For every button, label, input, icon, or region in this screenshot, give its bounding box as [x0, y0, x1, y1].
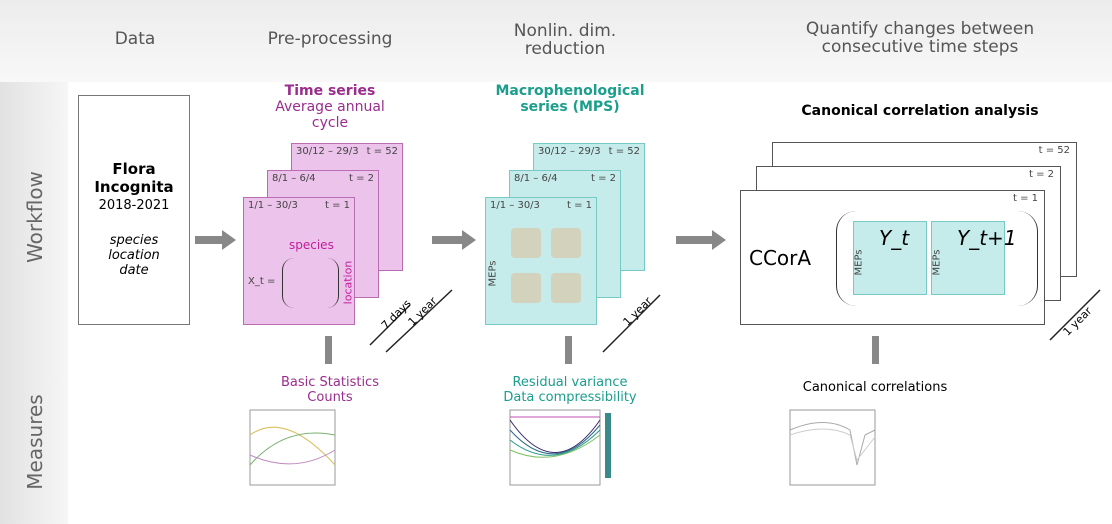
stage-title: Canonical correlation analysis	[780, 103, 1060, 119]
time-step: t = 52	[1039, 145, 1070, 156]
variable: Y_t	[879, 226, 909, 250]
date-range: 8/1 – 6/4	[514, 173, 558, 184]
measure: Canonical correlations	[790, 380, 960, 395]
time-step: t = 1	[325, 200, 350, 211]
time-step: t = 2	[1029, 169, 1054, 180]
mini-plot	[775, 405, 885, 515]
time-step: t = 1	[567, 200, 592, 211]
stage-title: Macrophenological series (MPS)	[490, 83, 650, 115]
axis-label: MEPs	[488, 260, 499, 286]
date-range: 30/12 – 29/3	[296, 146, 359, 157]
date-range: 1/1 – 30/3	[490, 200, 540, 211]
time-step: t = 2	[349, 173, 374, 184]
mini-plot	[235, 405, 345, 515]
time-step: t = 52	[367, 146, 398, 157]
card: 1/1 – 30/3 t = 1 species X_t = location	[243, 197, 355, 325]
time-step: t = 52	[609, 146, 640, 157]
time-step: t = 2	[591, 173, 616, 184]
diagram: Data Pre-processing Nonlin. dim. reducti…	[0, 0, 1112, 524]
thumb	[551, 228, 581, 258]
date-range: 30/12 – 29/3	[538, 146, 601, 157]
matrix	[282, 258, 339, 308]
date-range: 1/1 – 30/3	[248, 200, 298, 211]
axis-label: MEPs	[854, 249, 865, 275]
matrix-block: Y_t MEPs	[853, 221, 927, 295]
variable: Y_t+1	[957, 226, 1017, 250]
date-range: 8/1 – 6/4	[272, 173, 316, 184]
axis-label: MEPs	[932, 249, 943, 275]
method: CCorA	[749, 246, 811, 270]
mini-plot	[495, 405, 625, 515]
time-step: t = 1	[1013, 193, 1038, 204]
row-label: species	[289, 238, 334, 252]
thumb	[511, 228, 541, 258]
thumb	[511, 273, 541, 303]
col-label: location	[341, 261, 354, 305]
card: 1/1 – 30/3 t = 1 MEPs	[485, 197, 597, 325]
matrix-label: X_t =	[248, 276, 275, 287]
thumb	[551, 273, 581, 303]
